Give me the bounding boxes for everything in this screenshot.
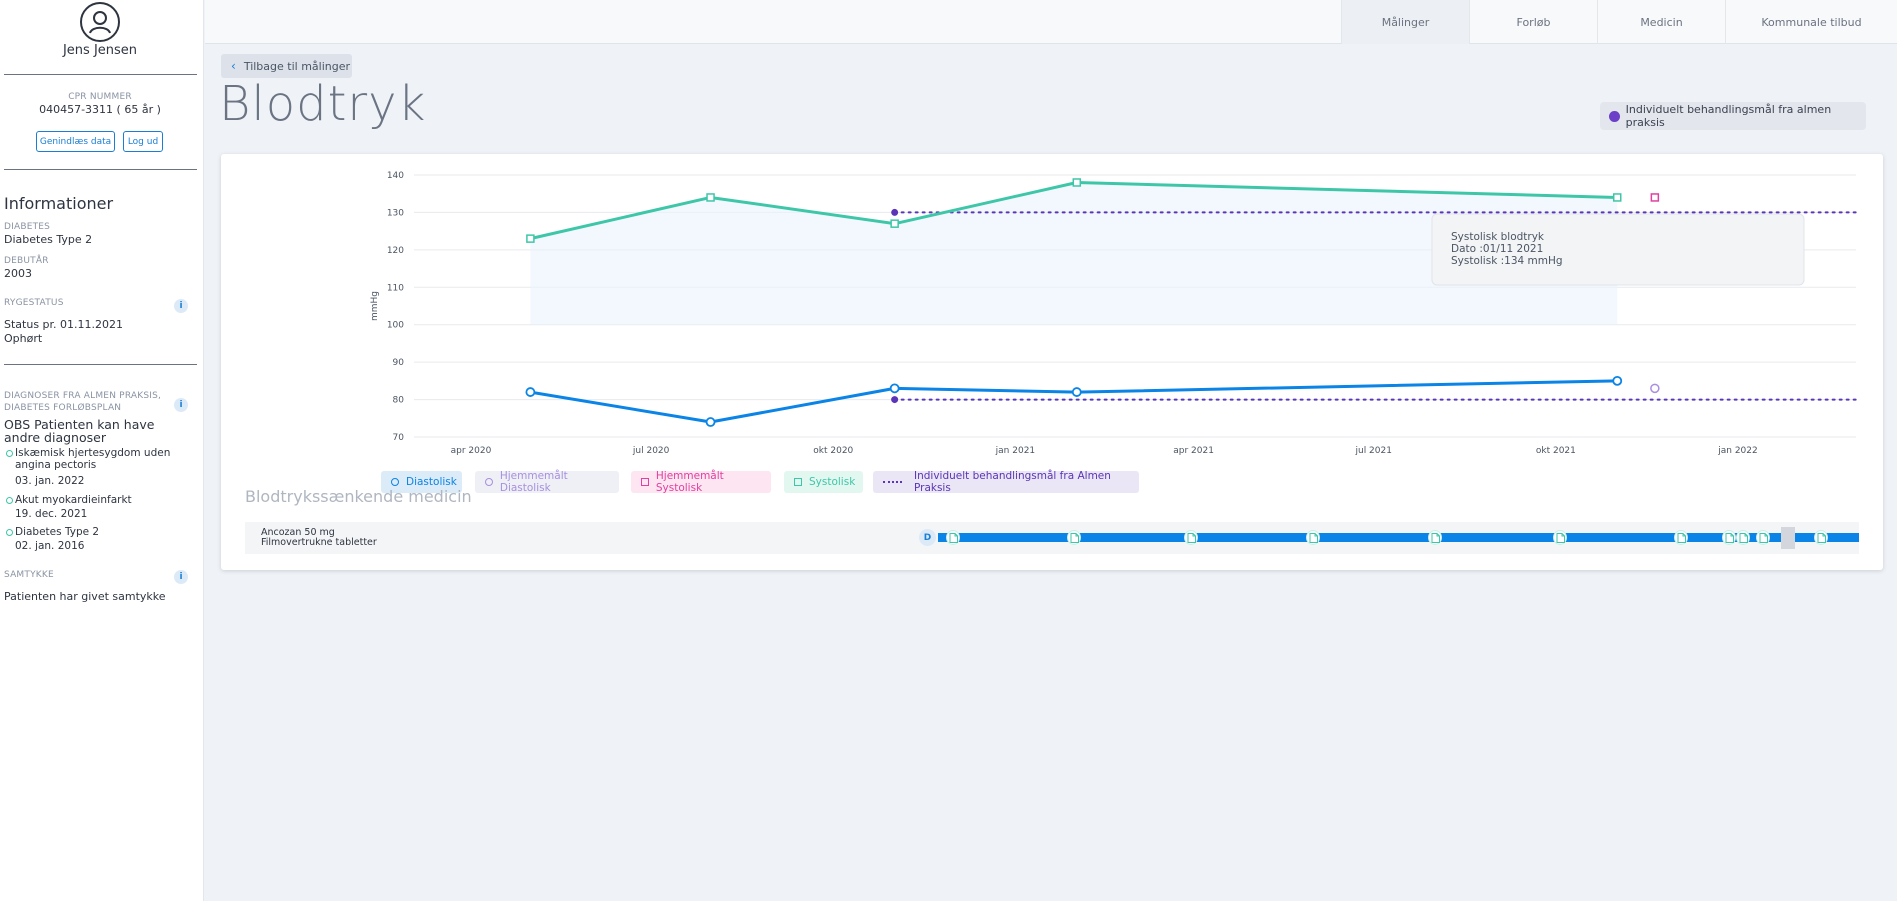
prescription-document-icon[interactable] [1674,530,1688,545]
prescription-document-icon[interactable] [1428,530,1442,545]
prescription-document-icon[interactable] [1306,530,1320,545]
prescription-document-icon[interactable] [946,530,960,545]
diabetes-value: Diabetes Type 2 [4,233,93,246]
chevron-left-icon: ‹ [231,59,236,73]
diagnosis-name: Diabetes Type 2 [15,526,100,538]
tab-forloeb[interactable]: Forløb [1469,0,1597,44]
tab-maalinger[interactable]: Målinger [1341,0,1469,44]
prescription-document-icon[interactable] [1756,530,1770,545]
diagnosis-name: Akut myokardieinfarkt [15,494,132,506]
legend-label: Hjemmemålt Diastolisk [499,470,568,494]
prescription-document-icon[interactable] [1553,530,1567,545]
prescription-document-icon[interactable] [1722,530,1736,545]
circle-marker-icon [391,478,399,486]
avatar-icon [80,2,120,42]
prescription-document-icon[interactable] [1814,530,1828,545]
sidebar: Jens Jensen CPR NUMMER 040457-3311 ( 65 … [0,0,204,901]
drug-name: Ancozan 50 mg [261,527,335,538]
tab-kommunale-tilbud[interactable]: Kommunale tilbud [1725,0,1897,44]
legend-systolisk[interactable]: Systolisk [784,471,863,493]
diagnosis-name: Iskæmisk hjertesygdom uden angina pector… [15,447,171,471]
smoking-value: Ophørt [4,332,43,345]
divider [4,74,197,75]
patient-name: Jens Jensen [62,43,138,58]
legend-hjemmemaalt-systolisk[interactable]: Hjemmemålt Systolisk [631,470,771,494]
info-icon[interactable]: i [174,398,188,412]
dotted-line-icon [883,481,902,483]
info-icon[interactable]: i [174,299,188,313]
back-button[interactable]: ‹ Tilbage til målinger [221,54,352,78]
debut-value: 2003 [4,267,32,280]
prescription-document-icon[interactable] [1736,530,1750,545]
legend-label: Diastolisk [406,476,457,488]
goal-chip-label: Individuelt behandlingsmål fra almen pra… [1625,103,1832,129]
chart-card [221,154,1883,570]
legend-label: Individuelt behandlingsmål fra Almen Pra… [913,470,1111,494]
page-title: Blodtryk [219,76,427,132]
debut-label: DEBUTÅR [4,256,49,266]
diagnosis-dot-icon [6,497,13,504]
medicine-heading: Blodtryks­sænkende medicin [245,487,472,506]
logout-button[interactable]: Log ud [123,131,163,152]
divider [4,364,197,365]
back-button-label: Tilbage til målinger [243,59,351,73]
top-navigation: Målinger Forløb Medicin Kommunale tilbud [205,0,1897,44]
legend-diastolisk[interactable]: Diastolisk [381,471,462,493]
diagnosis-dot-icon [6,450,13,457]
circle-marker-icon [485,478,493,486]
goal-chip: Individuelt behandlingsmål fra almen pra… [1600,102,1866,130]
cpr-value: 040457-3311 ( 65 år ) [39,103,161,116]
prescription-document-icon[interactable] [1067,530,1081,545]
divider [4,169,197,170]
consent-value: Patienten har givet samtykke [4,590,166,603]
info-icon[interactable]: i [174,570,188,584]
cpr-label: CPR NUMMER [68,92,132,102]
smoking-label: RYGESTATUS [4,298,64,308]
smoking-status: Status pr. 01.11.2021 [4,318,124,331]
goal-dot-icon [1609,110,1620,122]
medicine-name: Ancozan 50 mg Filmovertrukne tabletter [261,528,377,548]
diagnosis-dot-icon [6,529,13,536]
diagnosis-date: 19. dec. 2021 [15,508,88,520]
consent-label: SAMTYKKE [4,570,54,580]
legend-label: Hjemmemålt Systolisk [655,470,724,494]
legend-label: Systolisk [809,476,856,488]
diabetes-label: DIABETES [4,222,51,232]
square-marker-icon [641,478,649,486]
medicine-timeline-bar [938,533,1859,542]
reload-data-button[interactable]: Genindlæs data [36,131,115,152]
diagnoses-note: OBS Patienten kan have andre diagnoser [4,417,155,445]
prescription-document-icon[interactable] [1184,530,1198,545]
medicine-start-badge[interactable]: D [919,529,936,546]
diagnosis-date: 03. jan. 2022 [15,475,85,487]
legend-behandlingsmaal[interactable]: Individuelt behandlingsmål fra Almen Pra… [873,470,1139,494]
legend-hjemmemaalt-diastolisk[interactable]: Hjemmemålt Diastolisk [475,470,619,494]
info-heading: Informationer [4,194,114,213]
diagnoses-label: DIAGNOSER FRA ALMEN PRAKSIS, DIABETES FO… [4,391,162,413]
tab-medicin[interactable]: Medicin [1597,0,1725,44]
square-marker-icon [794,478,802,486]
medicine-gap-marker [1781,527,1795,549]
diagnosis-date: 02. jan. 2016 [15,540,85,552]
drug-form: Filmovertrukne tabletter [261,537,377,548]
